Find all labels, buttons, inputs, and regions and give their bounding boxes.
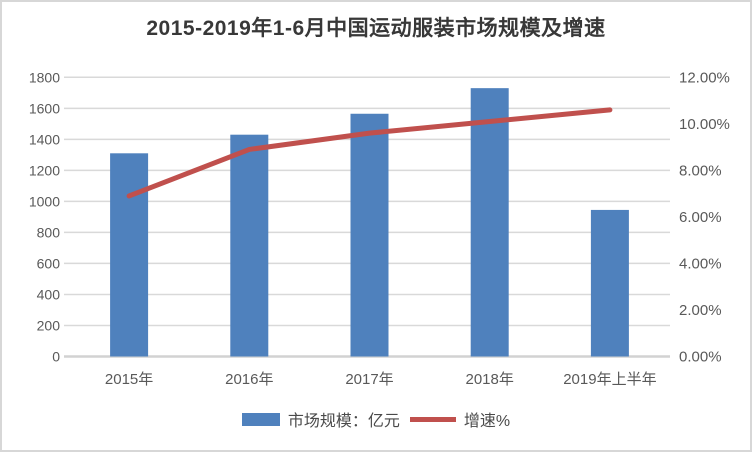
category-label: 2015年 bbox=[105, 371, 153, 388]
left-axis-tick-label: 1000 bbox=[29, 193, 60, 209]
right-axis-tick-label: 10.00% bbox=[679, 116, 730, 133]
left-axis-tick-label: 400 bbox=[37, 286, 61, 302]
bar-2019年上半年 bbox=[590, 209, 629, 357]
bar-2016年 bbox=[230, 134, 269, 357]
legend-label-market-size: 市场规模：亿元 bbox=[287, 413, 400, 430]
chart-title: 2015-2019年1-6月中国运动服装市场规模及增速 bbox=[146, 17, 606, 40]
right-axis-tick-label: 8.00% bbox=[679, 162, 722, 179]
category-label: 2016年 bbox=[225, 371, 273, 388]
category-label: 2017年 bbox=[345, 371, 393, 388]
legend-label-growth-rate: 增速% bbox=[463, 413, 511, 430]
bar-2018年 bbox=[470, 88, 509, 357]
category-label: 2018年 bbox=[466, 371, 514, 388]
left-axis-tick-label: 200 bbox=[37, 317, 61, 333]
chart-legend: 市场规模：亿元 增速% bbox=[2, 407, 750, 431]
legend-item-growth-rate: 增速% bbox=[409, 407, 511, 431]
bar-2017年 bbox=[350, 113, 389, 357]
left-axis-tick-label: 0 bbox=[52, 349, 60, 365]
left-axis-tick-label: 800 bbox=[37, 224, 61, 240]
left-axis-tick-label: 1400 bbox=[29, 131, 60, 147]
line-series-swatch bbox=[409, 416, 456, 422]
right-axis-tick-label: 6.00% bbox=[679, 209, 722, 226]
bar-2015年 bbox=[110, 153, 149, 357]
category-label: 2019年上半年 bbox=[563, 371, 656, 388]
left-axis-tick-label: 1800 bbox=[29, 69, 60, 85]
right-axis-tick-label: 2.00% bbox=[679, 302, 722, 319]
right-axis-tick-label: 4.00% bbox=[679, 255, 722, 272]
legend-item-market-size: 市场规模：亿元 bbox=[241, 407, 400, 431]
left-axis-tick-label: 1600 bbox=[29, 100, 60, 116]
left-axis-tick-label: 1200 bbox=[29, 162, 60, 178]
left-axis-tick-label: 600 bbox=[37, 255, 61, 271]
bar-series-swatch bbox=[241, 412, 280, 426]
growth-rate-line bbox=[126, 107, 613, 199]
right-axis-tick-label: 0.00% bbox=[679, 349, 722, 366]
right-axis-tick-label: 12.00% bbox=[679, 69, 730, 86]
